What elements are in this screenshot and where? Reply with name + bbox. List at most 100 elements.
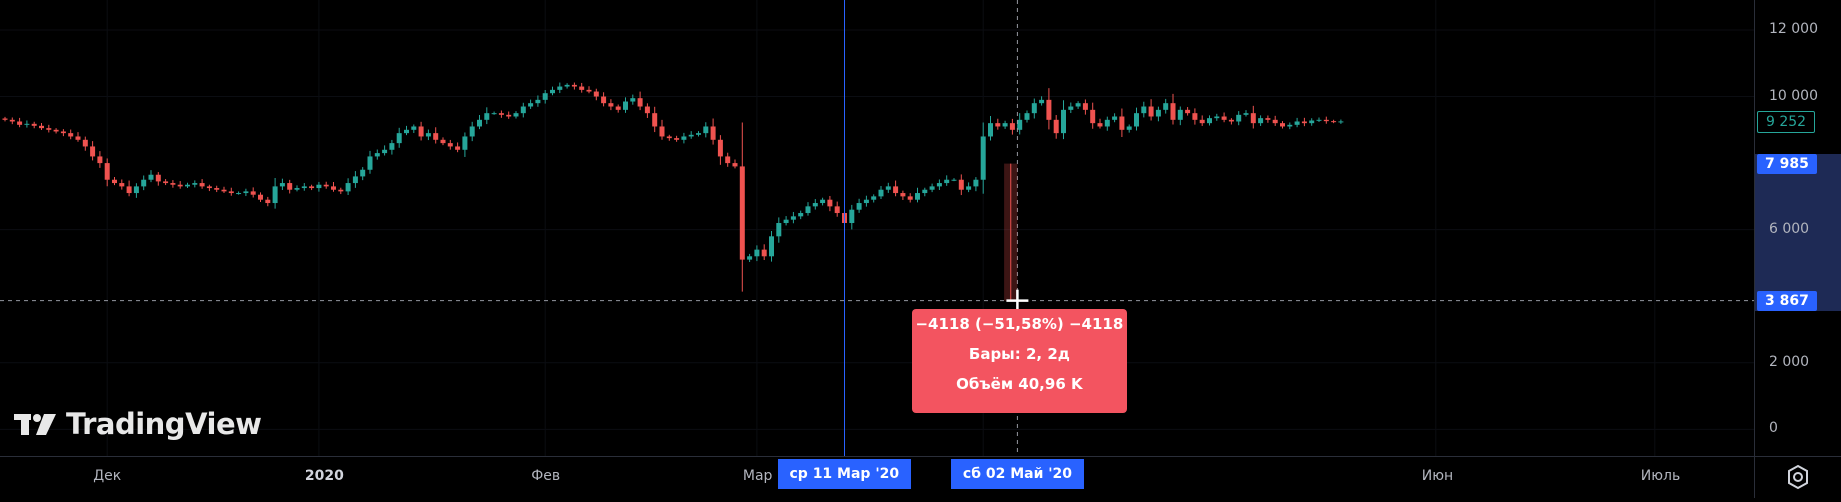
chart-settings-button[interactable] (1754, 456, 1841, 498)
candle-body (1301, 121, 1307, 124)
candle-body (929, 186, 935, 190)
candle-body (739, 166, 745, 260)
price-scale[interactable]: 12 000 10 000 6 000 2 000 0 9 252 7 985 3 86… (1754, 0, 1841, 456)
candle-body (433, 133, 439, 140)
candle-body (228, 191, 234, 194)
candle-body (462, 136, 468, 150)
price-tick: 10 000 (1769, 87, 1818, 104)
candle-body (1323, 119, 1329, 122)
candle-body (9, 119, 15, 122)
candle-body (177, 184, 183, 187)
candle-body (1287, 124, 1293, 127)
candle-body (659, 126, 665, 137)
candle-body (644, 106, 650, 114)
candle-body (688, 134, 694, 137)
candle-body (126, 186, 132, 194)
candle-body (46, 128, 52, 130)
measure-bars: Бары: 2, 2д (968, 345, 1070, 363)
candle-body (1155, 109, 1161, 117)
candle-body (258, 194, 263, 200)
candle-body (68, 133, 74, 137)
candle-body (944, 179, 950, 184)
candle-body (1294, 121, 1300, 125)
candle-body (893, 186, 899, 194)
candle-body (1024, 113, 1030, 120)
candle-body (1112, 116, 1118, 120)
candle-body (141, 179, 147, 187)
candle-body (1061, 109, 1066, 134)
candle-body (863, 199, 869, 204)
candle-body (243, 191, 249, 194)
candle-body (1009, 123, 1015, 130)
candle-body (674, 138, 680, 140)
candle-body (440, 139, 446, 144)
candle-body (966, 186, 972, 190)
candle-body (1039, 99, 1045, 104)
candle-body (630, 98, 636, 102)
crosshair-cursor-icon (1006, 289, 1029, 312)
candle-body (1221, 116, 1227, 120)
candle-body (163, 181, 169, 184)
candle-body (710, 126, 716, 140)
candle-body (272, 186, 278, 204)
candle-body (250, 191, 256, 195)
grid (0, 0, 1754, 456)
tradingview-logo-icon (14, 414, 56, 435)
price-tick: 0 (1769, 420, 1778, 437)
candle-body (396, 133, 402, 144)
candle-body (491, 113, 497, 115)
candle-body (900, 193, 906, 197)
candle-body (1002, 123, 1008, 127)
crosshair-date-label: сб 02 Май '20 (950, 459, 1085, 489)
candle-body (506, 114, 512, 117)
candle-body (345, 183, 351, 192)
candle-body (1338, 121, 1344, 123)
candle-body (1207, 118, 1212, 124)
candle-body (812, 203, 818, 207)
candle-body (97, 156, 103, 164)
candle-body (834, 206, 840, 214)
candle-body (980, 136, 986, 180)
candle-body (447, 143, 453, 147)
candle-body (1068, 106, 1074, 110)
candle-body (586, 89, 592, 92)
candles (2, 82, 1344, 292)
candle-body (820, 199, 826, 204)
candle-body (53, 129, 59, 132)
candle-body (1331, 121, 1337, 123)
candle-body (542, 93, 548, 100)
candle-body (316, 184, 322, 189)
candle-body (418, 126, 424, 137)
candle-body (338, 189, 344, 192)
tradingview-logo[interactable]: TradingView (14, 407, 262, 441)
time-tick: Дек (93, 468, 122, 484)
candle-body (39, 125, 44, 129)
price-tick: 6 000 (1769, 220, 1810, 237)
candle-body (761, 249, 767, 257)
time-tick: Фев (531, 468, 561, 484)
gear-icon[interactable] (1755, 457, 1841, 498)
candle-body (958, 179, 964, 190)
candle-body (1082, 103, 1088, 110)
candle-body (1134, 113, 1139, 127)
candle-body (703, 126, 709, 134)
candle-body (988, 123, 993, 137)
candle-body (1280, 123, 1285, 127)
time-tick: Июль (1640, 468, 1681, 484)
candle-body (783, 219, 789, 224)
candle-body (805, 206, 811, 214)
candle-body (1126, 126, 1132, 130)
candle-body (1177, 109, 1183, 120)
chart-plot-area[interactable] (0, 0, 1754, 456)
candle-body (104, 163, 110, 180)
candle-body (309, 186, 315, 189)
candle-body (1053, 119, 1059, 134)
candle-body (1163, 103, 1169, 110)
candle-body (1104, 119, 1110, 127)
candle-body (1236, 114, 1242, 122)
candle-body (1046, 99, 1052, 120)
candle-body (1148, 106, 1154, 117)
candle-body (885, 186, 891, 190)
candle-body (367, 156, 373, 170)
